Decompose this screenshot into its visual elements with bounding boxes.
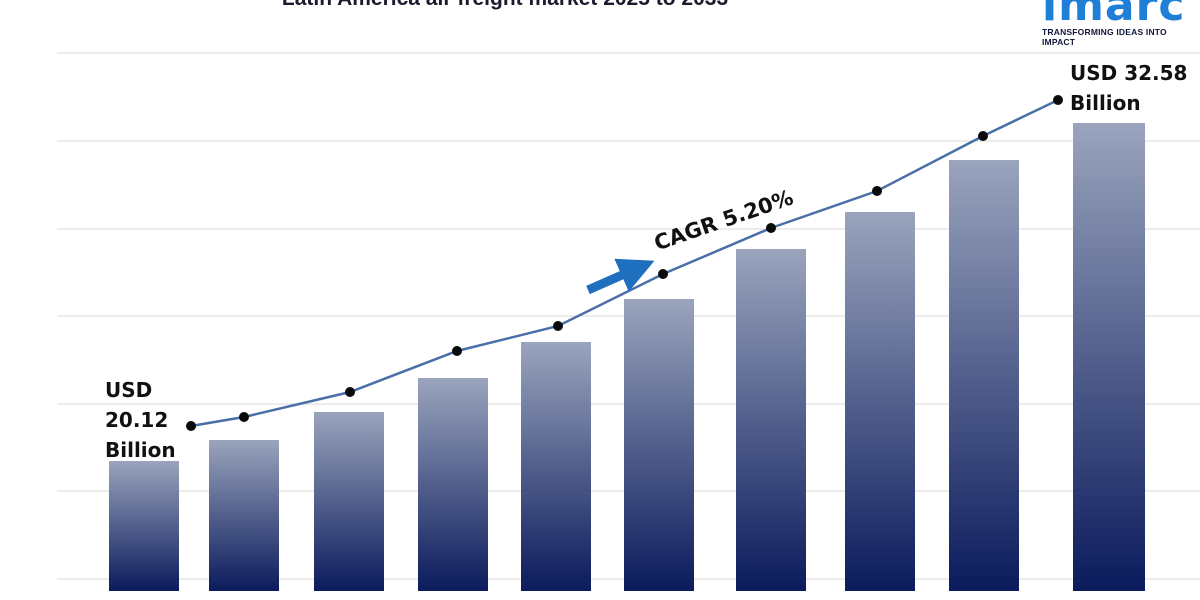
bar-5 xyxy=(521,342,591,591)
bar-10 xyxy=(1073,123,1145,591)
trend-point-10 xyxy=(1053,95,1063,105)
imarc-logo: imarc TRANSFORMING IDEAS INTO IMPACT xyxy=(1030,0,1200,47)
chart-title: Latin America air freight market 2025 to… xyxy=(0,0,1010,11)
bar-6 xyxy=(624,299,694,591)
trend-polyline xyxy=(190,98,1059,428)
bar-2 xyxy=(209,440,279,591)
trend-point-9 xyxy=(978,131,988,141)
trend-point-1 xyxy=(186,421,196,431)
bar-8 xyxy=(845,212,915,591)
trend-point-4 xyxy=(452,346,462,356)
start-value-line3: Billion xyxy=(105,438,176,462)
bar-7 xyxy=(736,249,806,591)
start-value-annotation: USD 20.12 Billion xyxy=(105,375,176,465)
trend-line xyxy=(186,95,1063,431)
trend-point-5 xyxy=(553,321,563,331)
start-value-line1: USD xyxy=(105,378,153,402)
trend-point-3 xyxy=(345,387,355,397)
end-value-line1: USD 32.58 xyxy=(1070,61,1188,85)
logo-wordmark: imarc xyxy=(1042,0,1186,31)
bar-4 xyxy=(418,378,488,591)
cagr-arrow-shaft xyxy=(586,258,655,295)
bar-9 xyxy=(949,160,1019,591)
bar-1 xyxy=(109,461,179,591)
trend-point-7 xyxy=(766,223,776,233)
trend-point-2 xyxy=(239,412,249,422)
cagr-arrow-icon xyxy=(586,258,655,295)
start-value-line2: 20.12 xyxy=(105,408,169,432)
bars xyxy=(109,123,1145,591)
logo-tagline: TRANSFORMING IDEAS INTO IMPACT xyxy=(1042,27,1167,47)
trend-point-6 xyxy=(658,269,668,279)
trend-point-8 xyxy=(872,186,882,196)
end-value-line2: Billion xyxy=(1070,91,1141,115)
bar-3 xyxy=(314,412,384,591)
end-value-annotation: USD 32.58 Billion xyxy=(1070,58,1187,118)
